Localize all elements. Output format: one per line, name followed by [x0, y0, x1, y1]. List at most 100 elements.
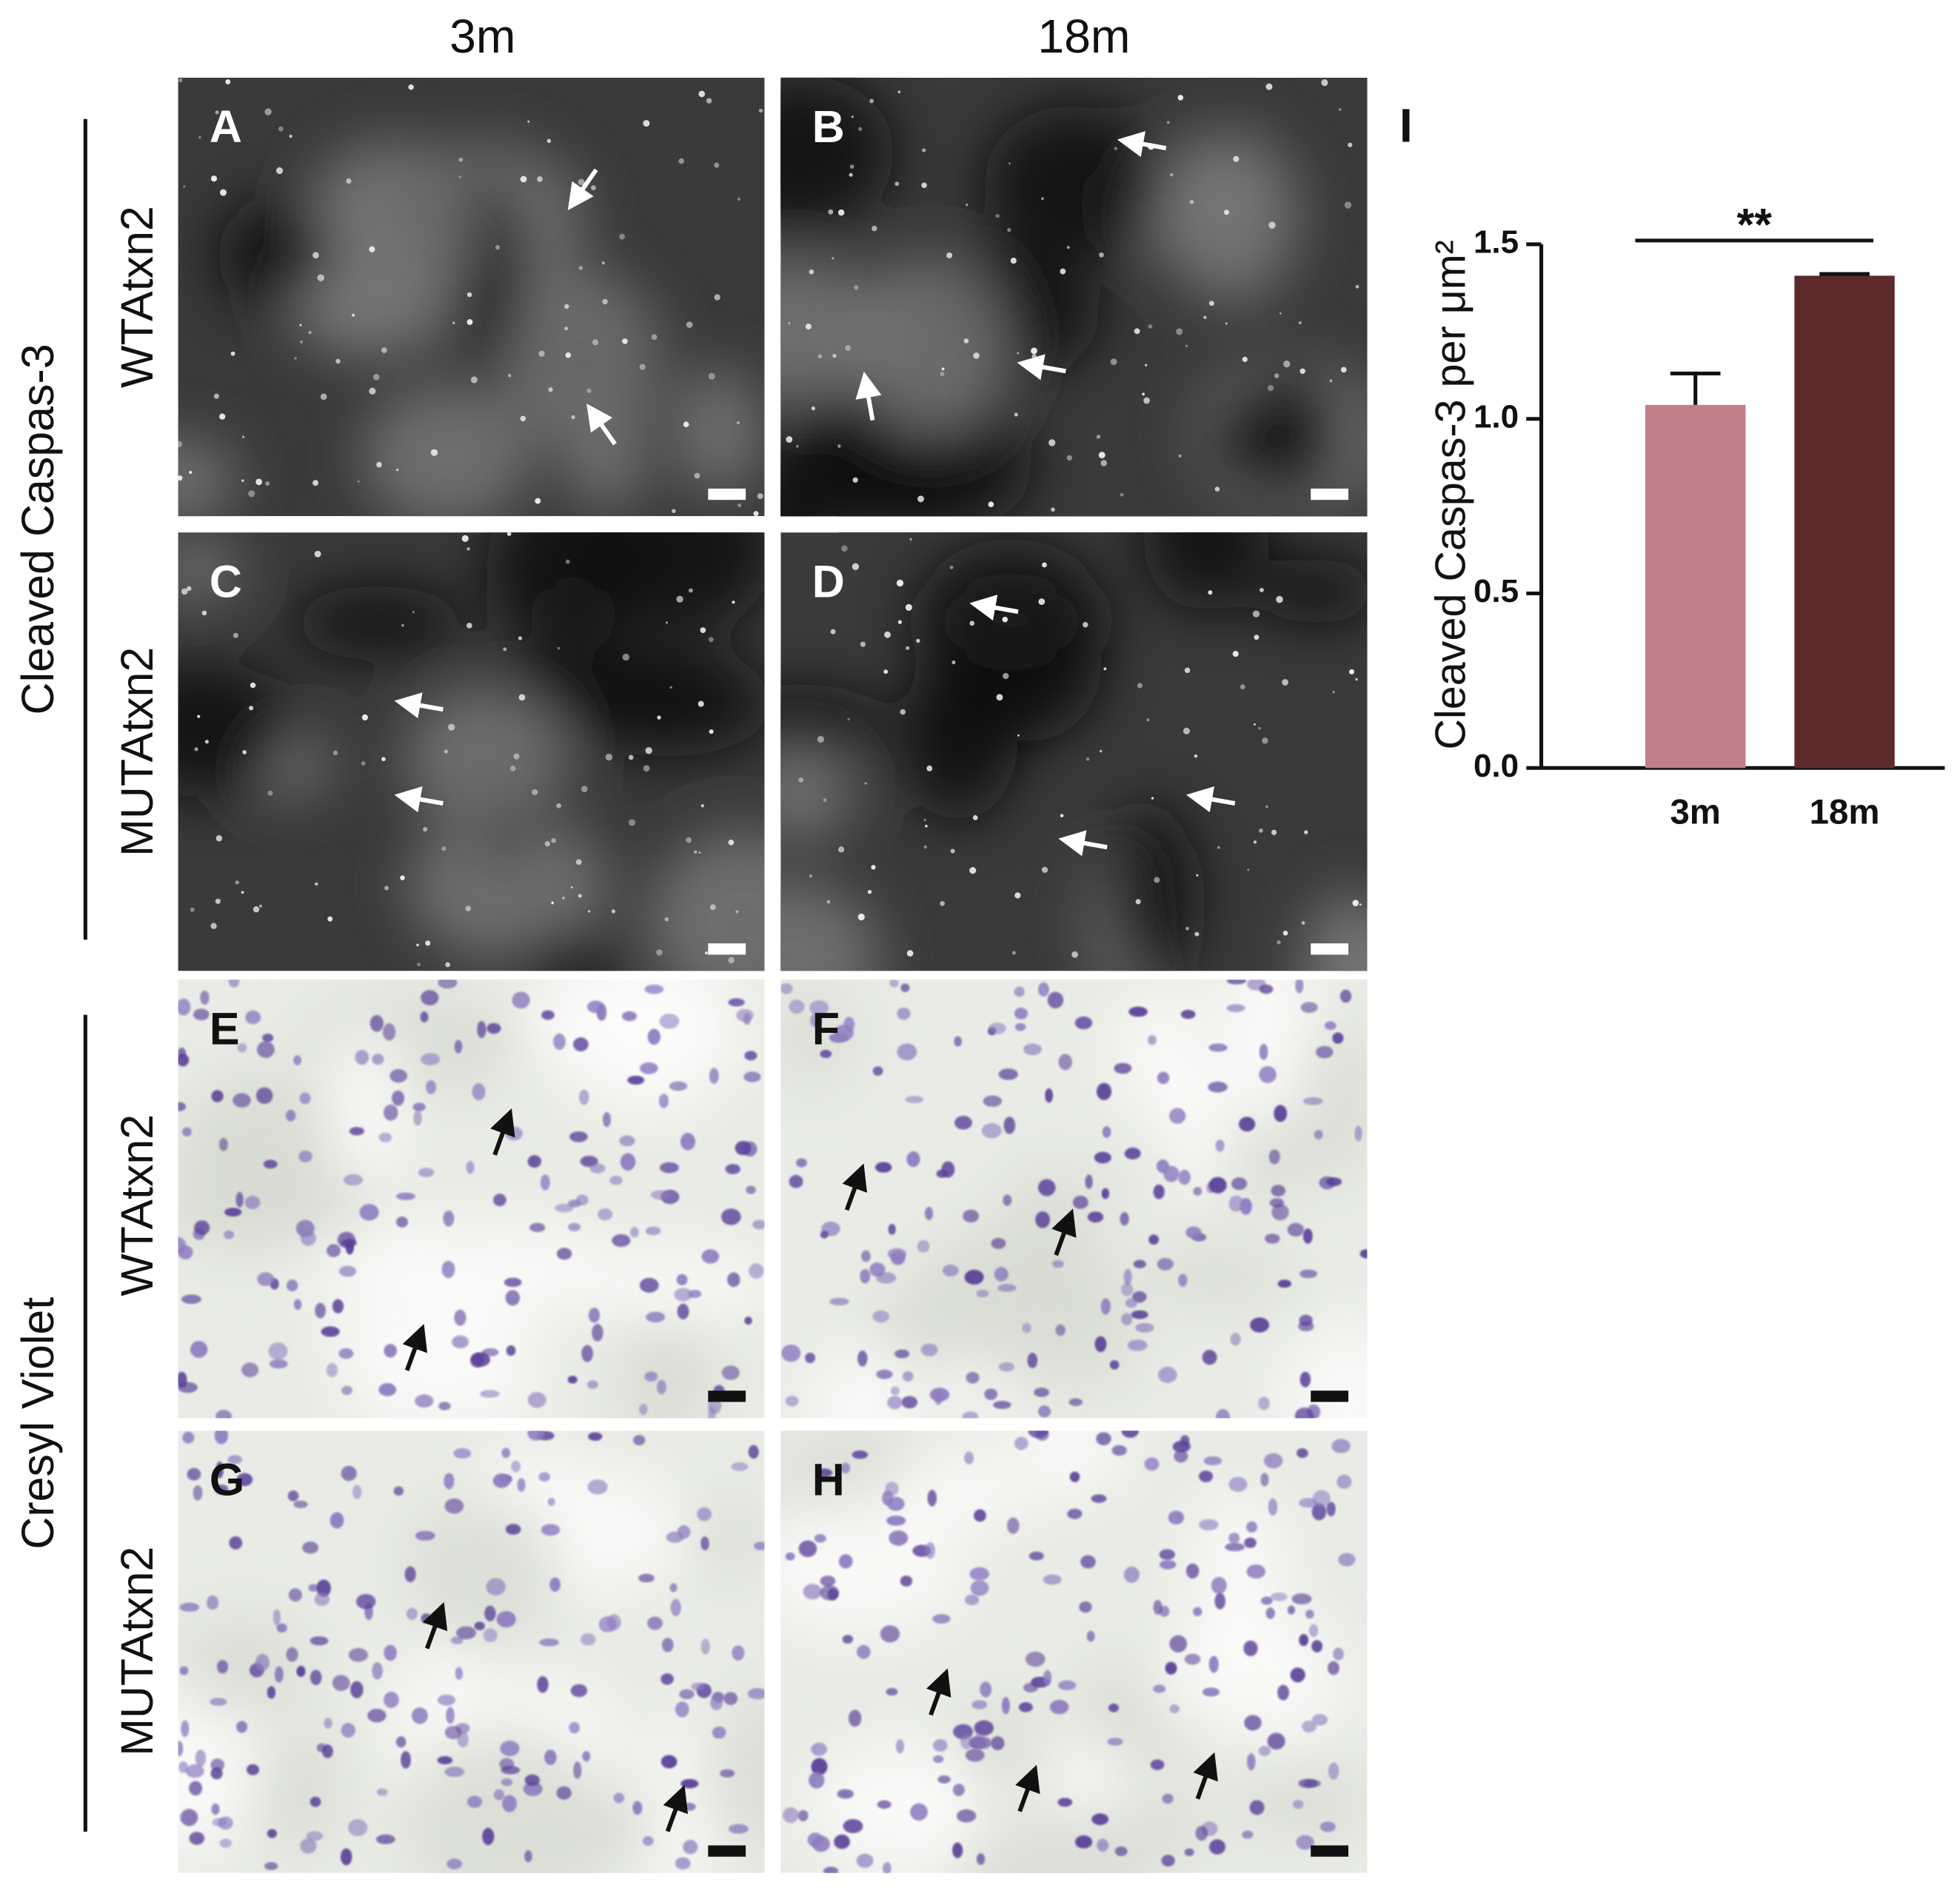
nucleus — [632, 1801, 643, 1815]
nucleus — [1068, 1398, 1083, 1407]
nucleus — [1316, 1045, 1334, 1059]
nucleus — [352, 1484, 362, 1499]
nucleus — [341, 1465, 357, 1482]
speck — [897, 90, 901, 93]
speck — [225, 79, 231, 84]
nucleus — [1268, 1498, 1278, 1516]
speck — [688, 588, 693, 593]
blob — [1107, 805, 1197, 971]
nucleus — [415, 1530, 435, 1541]
speck — [1017, 734, 1020, 737]
speck — [664, 917, 669, 922]
speck — [1321, 79, 1328, 87]
panel-letter: A — [210, 101, 242, 152]
nucleus — [886, 1687, 898, 1696]
nucleus — [886, 1516, 906, 1526]
nucleus — [897, 1007, 911, 1020]
speck — [1265, 805, 1268, 809]
nucleus — [660, 1755, 678, 1769]
speck — [570, 886, 573, 888]
nucleus — [888, 1224, 896, 1235]
nucleus — [670, 1599, 681, 1616]
arrow — [394, 692, 444, 719]
speck — [700, 627, 706, 634]
nucleus — [540, 1174, 550, 1191]
speck — [565, 559, 570, 564]
nucleus — [901, 1396, 918, 1409]
nucleus — [691, 1682, 706, 1691]
nucleus — [1097, 1838, 1109, 1852]
nucleus — [264, 1862, 278, 1870]
nucleus — [581, 1345, 593, 1362]
nucleus — [1100, 1298, 1111, 1315]
texture — [780, 980, 1368, 1419]
nucleus — [1320, 1821, 1336, 1832]
nucleus — [236, 1473, 253, 1487]
column-header: 18m — [1037, 10, 1130, 63]
nucleus — [783, 1807, 799, 1824]
nucleus — [1123, 1268, 1132, 1285]
speck — [1247, 868, 1250, 871]
speck — [361, 761, 366, 766]
speck — [1145, 364, 1148, 366]
nucleus — [676, 1273, 688, 1285]
nucleus — [1199, 1519, 1219, 1531]
speck — [548, 387, 553, 392]
speck — [252, 906, 260, 913]
nucleus — [224, 1208, 242, 1217]
nucleus — [886, 1496, 905, 1511]
nucleus — [1114, 1062, 1132, 1074]
speck — [694, 850, 698, 854]
nucleus — [609, 1176, 623, 1185]
speck — [1329, 379, 1333, 383]
nucleus — [1108, 1703, 1119, 1713]
speck — [513, 753, 520, 760]
nucleus — [956, 1809, 977, 1823]
nucleus — [420, 1011, 429, 1022]
nucleus — [1074, 1017, 1093, 1030]
nucleus — [549, 1577, 561, 1592]
nucleus — [193, 1008, 210, 1021]
nucleus — [511, 1460, 521, 1473]
speck — [995, 213, 1000, 218]
nucleus — [752, 1219, 765, 1230]
speck — [1268, 221, 1276, 229]
nucleus — [991, 1237, 1006, 1249]
nucleus — [1259, 984, 1274, 994]
speck — [312, 480, 319, 486]
nucleus — [1311, 1503, 1327, 1521]
speck — [423, 826, 428, 832]
nucleus — [316, 1743, 327, 1753]
nucleus — [187, 1467, 201, 1481]
speck — [1110, 358, 1117, 365]
nucleus — [1308, 1624, 1319, 1637]
texture — [178, 532, 765, 971]
nucleus — [781, 1344, 801, 1362]
speck — [849, 173, 853, 177]
nucleus — [298, 1151, 312, 1162]
speck — [869, 98, 874, 104]
speck — [233, 632, 238, 638]
speck — [905, 603, 912, 612]
y-tick-label: 0.0 — [1474, 748, 1519, 784]
nucleus — [219, 1838, 232, 1848]
nucleus — [1225, 1542, 1245, 1552]
nucleus — [720, 1208, 741, 1225]
speck — [544, 841, 550, 847]
column-header: 3m — [449, 10, 515, 63]
speck — [248, 490, 255, 498]
nucleus — [1178, 1273, 1188, 1287]
nucleus — [1043, 1670, 1052, 1686]
nucleus — [1247, 1753, 1256, 1771]
nucleus — [1226, 1004, 1245, 1012]
nucleus — [820, 1576, 836, 1587]
nucleus — [936, 1169, 949, 1178]
speck — [1103, 667, 1107, 671]
speck — [581, 786, 588, 792]
scale-bar — [1311, 943, 1348, 955]
bar — [1645, 404, 1746, 769]
nucleus — [326, 1362, 338, 1377]
nucleus — [1037, 1179, 1056, 1196]
texture — [178, 1430, 765, 1873]
nucleus — [179, 1666, 189, 1676]
